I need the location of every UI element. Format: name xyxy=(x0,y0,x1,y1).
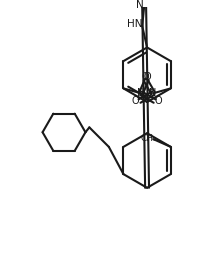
Text: O: O xyxy=(142,72,149,82)
Text: HN: HN xyxy=(127,19,142,29)
Text: O: O xyxy=(155,96,162,106)
Text: N: N xyxy=(149,88,157,98)
Text: N: N xyxy=(136,0,144,9)
Text: O: O xyxy=(132,96,140,106)
Text: N: N xyxy=(137,88,145,98)
Text: O: O xyxy=(143,72,151,82)
Text: CH₃: CH₃ xyxy=(141,134,158,143)
